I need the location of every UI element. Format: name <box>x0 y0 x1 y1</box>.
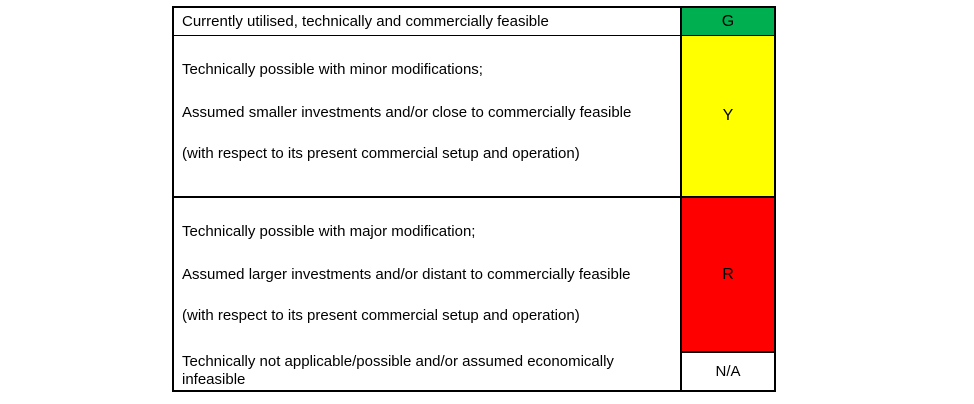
legend-code-cell-red: R <box>680 198 774 353</box>
legend-text: Assumed larger investments and/or distan… <box>182 266 631 283</box>
legend-row-green-description: Currently utilised, technically and comm… <box>174 8 680 36</box>
legend-text: Technically possible with major modifica… <box>182 223 476 240</box>
legend-text: (with respect to its present commercial … <box>182 307 580 324</box>
feasibility-legend-table: Currently utilised, technically and comm… <box>172 6 776 392</box>
legend-row-yellow-description: Technically possible with minor modifica… <box>174 36 680 198</box>
legend-code-cell-yellow: Y <box>680 36 774 198</box>
legend-row-na-description: Technically not applicable/possible and/… <box>174 353 680 390</box>
legend-text: Assumed smaller investments and/or close… <box>182 104 632 121</box>
legend-text: Currently utilised, technically and comm… <box>182 13 549 30</box>
legend-row-red-description: Technically possible with major modifica… <box>174 198 680 353</box>
legend-text: Technically not applicable/possible and/… <box>182 353 614 388</box>
legend-code-cell-na: N/A <box>680 353 774 390</box>
legend-code-cell-green: G <box>680 8 774 36</box>
legend-text: (with respect to its present commercial … <box>182 145 580 162</box>
legend-text: Technically possible with minor modifica… <box>182 61 483 78</box>
